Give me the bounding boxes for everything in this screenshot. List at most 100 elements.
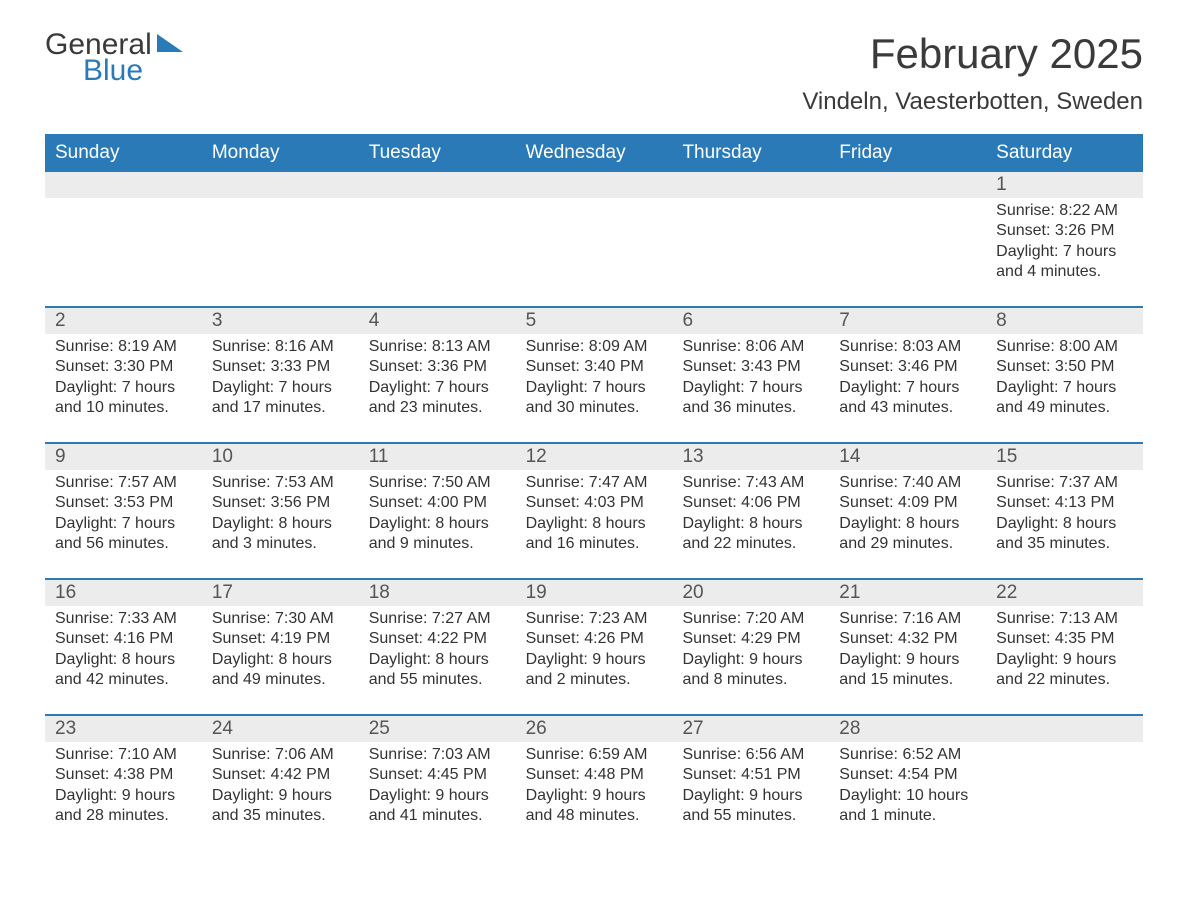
day-number [516,172,673,198]
month-title: February 2025 [802,30,1143,78]
day-number [829,172,986,198]
day-cell: Sunrise: 7:20 AMSunset: 4:29 PMDaylight:… [672,606,829,714]
daylight1-line: Daylight: 7 hours [526,378,663,398]
day-cell: Sunrise: 7:23 AMSunset: 4:26 PMDaylight:… [516,606,673,714]
day-cell: Sunrise: 6:56 AMSunset: 4:51 PMDaylight:… [672,742,829,850]
calendar: Sunday Monday Tuesday Wednesday Thursday… [45,134,1143,850]
daylight1-line: Daylight: 7 hours [839,378,976,398]
daylight2-line: and 8 minutes. [682,670,819,690]
sunrise-line: Sunrise: 6:56 AM [682,745,819,765]
day-number [986,716,1143,742]
day-cell: Sunrise: 7:40 AMSunset: 4:09 PMDaylight:… [829,470,986,578]
day-cell: Sunrise: 7:13 AMSunset: 4:35 PMDaylight:… [986,606,1143,714]
sunrise-line: Sunrise: 7:47 AM [526,473,663,493]
sunset-line: Sunset: 3:26 PM [996,221,1133,241]
logo-text-block: General Blue [45,30,152,86]
day-cell: Sunrise: 7:37 AMSunset: 4:13 PMDaylight:… [986,470,1143,578]
daylight1-line: Daylight: 9 hours [682,650,819,670]
daylight1-line: Daylight: 9 hours [212,786,349,806]
day-number: 9 [45,444,202,470]
day-cell: Sunrise: 8:22 AMSunset: 3:26 PMDaylight:… [986,198,1143,306]
week-body: Sunrise: 8:22 AMSunset: 3:26 PMDaylight:… [45,198,1143,306]
daylight1-line: Daylight: 8 hours [526,514,663,534]
sunset-line: Sunset: 4:29 PM [682,629,819,649]
daylight2-line: and 29 minutes. [839,534,976,554]
week-row: 2345678Sunrise: 8:19 AMSunset: 3:30 PMDa… [45,306,1143,442]
daylight2-line: and 48 minutes. [526,806,663,826]
sunset-line: Sunset: 4:16 PM [55,629,192,649]
weeks-container: 1Sunrise: 8:22 AMSunset: 3:26 PMDaylight… [45,172,1143,850]
day-header: Thursday [672,134,829,172]
day-cell: Sunrise: 7:47 AMSunset: 4:03 PMDaylight:… [516,470,673,578]
day-header: Friday [829,134,986,172]
daylight2-line: and 9 minutes. [369,534,506,554]
title-block: February 2025 Vindeln, Vaesterbotten, Sw… [802,30,1143,116]
day-cell [516,198,673,306]
sunrise-line: Sunrise: 7:13 AM [996,609,1133,629]
day-cell: Sunrise: 7:57 AMSunset: 3:53 PMDaylight:… [45,470,202,578]
sunset-line: Sunset: 4:51 PM [682,765,819,785]
day-number: 13 [672,444,829,470]
sunset-line: Sunset: 4:19 PM [212,629,349,649]
daylight1-line: Daylight: 9 hours [526,786,663,806]
daylight2-line: and 41 minutes. [369,806,506,826]
sunrise-line: Sunrise: 7:03 AM [369,745,506,765]
day-cell [829,198,986,306]
day-cell: Sunrise: 6:52 AMSunset: 4:54 PMDaylight:… [829,742,986,850]
day-number: 6 [672,308,829,334]
week-row: 232425262728Sunrise: 7:10 AMSunset: 4:38… [45,714,1143,850]
daylight2-line: and 35 minutes. [996,534,1133,554]
sunset-line: Sunset: 3:43 PM [682,357,819,377]
daylight2-line: and 35 minutes. [212,806,349,826]
day-number: 4 [359,308,516,334]
daylight2-line: and 15 minutes. [839,670,976,690]
daylight2-line: and 23 minutes. [369,398,506,418]
day-cell: Sunrise: 7:30 AMSunset: 4:19 PMDaylight:… [202,606,359,714]
day-cell: Sunrise: 7:33 AMSunset: 4:16 PMDaylight:… [45,606,202,714]
flag-icon [157,34,183,52]
day-cell [986,742,1143,850]
sunrise-line: Sunrise: 8:00 AM [996,337,1133,357]
logo: General Blue [45,30,183,86]
daylight1-line: Daylight: 7 hours [55,514,192,534]
day-cell [672,198,829,306]
sunset-line: Sunset: 3:56 PM [212,493,349,513]
week-row: 16171819202122Sunrise: 7:33 AMSunset: 4:… [45,578,1143,714]
sunrise-line: Sunrise: 7:10 AM [55,745,192,765]
day-number: 22 [986,580,1143,606]
day-number: 5 [516,308,673,334]
sunset-line: Sunset: 4:06 PM [682,493,819,513]
daylight1-line: Daylight: 8 hours [682,514,819,534]
week-body: Sunrise: 7:57 AMSunset: 3:53 PMDaylight:… [45,470,1143,578]
daylight2-line: and 42 minutes. [55,670,192,690]
day-number: 14 [829,444,986,470]
day-header: Sunday [45,134,202,172]
daylight2-line: and 17 minutes. [212,398,349,418]
day-cell [45,198,202,306]
day-number: 27 [672,716,829,742]
daylight1-line: Daylight: 8 hours [839,514,976,534]
day-header: Saturday [986,134,1143,172]
sunset-line: Sunset: 4:32 PM [839,629,976,649]
day-number: 7 [829,308,986,334]
day-cell: Sunrise: 7:06 AMSunset: 4:42 PMDaylight:… [202,742,359,850]
day-cell: Sunrise: 6:59 AMSunset: 4:48 PMDaylight:… [516,742,673,850]
daylight2-line: and 56 minutes. [55,534,192,554]
sunset-line: Sunset: 4:03 PM [526,493,663,513]
sunrise-line: Sunrise: 7:33 AM [55,609,192,629]
day-header-row: Sunday Monday Tuesday Wednesday Thursday… [45,134,1143,172]
daylight2-line: and 22 minutes. [682,534,819,554]
sunset-line: Sunset: 3:50 PM [996,357,1133,377]
daylight2-line: and 43 minutes. [839,398,976,418]
sunrise-line: Sunrise: 7:50 AM [369,473,506,493]
daylight2-line: and 49 minutes. [212,670,349,690]
daylight1-line: Daylight: 10 hours [839,786,976,806]
daylight1-line: Daylight: 8 hours [369,650,506,670]
day-number: 20 [672,580,829,606]
day-cell: Sunrise: 8:19 AMSunset: 3:30 PMDaylight:… [45,334,202,442]
day-number-strip: 2345678 [45,308,1143,334]
day-cell: Sunrise: 8:13 AMSunset: 3:36 PMDaylight:… [359,334,516,442]
sunset-line: Sunset: 4:48 PM [526,765,663,785]
sunset-line: Sunset: 3:30 PM [55,357,192,377]
day-cell: Sunrise: 8:00 AMSunset: 3:50 PMDaylight:… [986,334,1143,442]
